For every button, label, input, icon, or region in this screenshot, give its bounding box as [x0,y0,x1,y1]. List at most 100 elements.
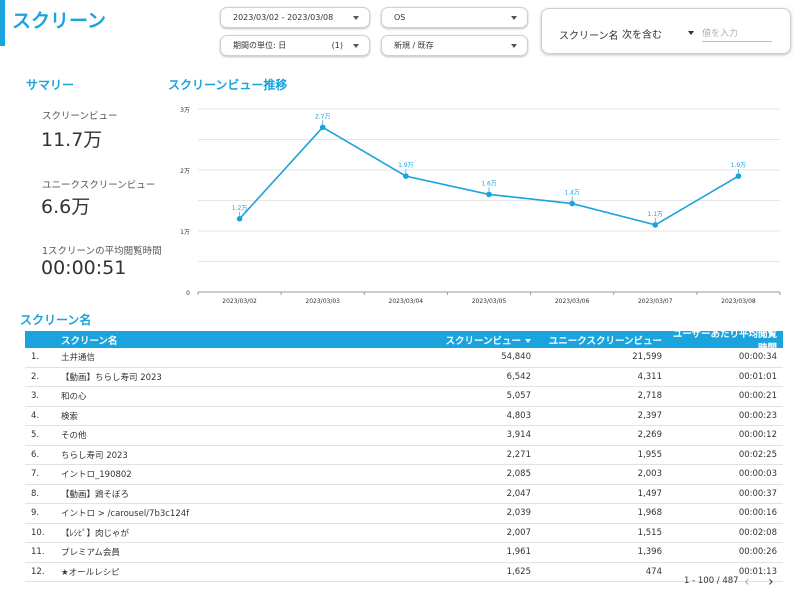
row-screen-views: 54,840 [501,352,531,363]
table-row[interactable]: 3. 和の心 5,057 2,718 00:00:21 [25,387,783,407]
row-avg-time: 00:00:26 [738,547,777,558]
data-label: 1.9万 [731,162,747,169]
data-point [735,173,742,179]
table-row[interactable]: 7. イントロ_190802 2,085 2,003 00:00:03 [25,465,783,485]
row-index: 9. [31,508,40,519]
x-tick-label: 2023/03/04 [389,298,424,305]
x-tick-label: 2023/03/03 [305,298,340,305]
data-label: 1.6万 [481,180,497,187]
x-tick-label: 2023/03/08 [721,298,756,305]
column-header-screen-name[interactable]: スクリーン名 [61,335,118,347]
table-row[interactable]: 1. 土井通信 54,840 21,599 00:00:34 [25,348,783,368]
period-unit-value: 期間の単位: 日 [233,41,287,50]
filter-value-input[interactable]: 値を入力 [702,24,772,42]
data-point [403,173,409,179]
table-row[interactable]: 6. ちらし寿司 2023 2,271 1,955 00:02:25 [25,446,783,465]
pagination-range: 1 - 100 / 487 [684,576,739,586]
row-screen-name: プレミアム会員 [61,548,120,559]
screen-name-table: スクリーン名 スクリーンビュー ユニークスクリーンビュー ユーザーあたり平均閲覧… [25,329,783,590]
previous-page-button[interactable]: ‹ [744,574,750,590]
row-unique-views: 2,397 [637,410,662,421]
chevron-down-icon [353,43,359,48]
row-screen-name: 土井通信 [61,353,96,364]
row-index: 8. [31,488,40,499]
data-point [319,124,326,131]
table-row[interactable]: 10. 【ﾚｼﾋﾟ】肉じゃが 2,007 1,515 00:02:08 [25,524,783,543]
chevron-down-icon [511,15,517,20]
x-tick-label: 2023/03/07 [638,298,673,305]
y-tick-label: 3万 [180,107,190,114]
table-row[interactable]: 9. イントロ > /carousel/7b3c124f 2,039 1,968 00:… [25,504,783,524]
y-tick-label: 2万 [180,168,190,175]
user-type-value: 新規 / 既存 [394,41,434,50]
column-header-unique-views[interactable]: ユニークスクリーンビュー [548,335,662,347]
kpi-label-avg-time: 1スクリーンの平均閲覧時間 [42,246,162,257]
period-unit-dropdown[interactable]: 期間の単位: 日 (1) [220,35,370,56]
row-index: 12. [31,566,45,577]
row-screen-name: イントロ > /carousel/7b3c124f [61,509,190,520]
row-index: 6. [31,449,40,460]
table-row[interactable]: 11. プレミアム会員 1,961 1,396 00:00:26 [25,543,783,563]
row-screen-name: 【動画】鶏そぼろ [61,489,130,500]
data-point [486,191,492,198]
row-screen-views: 3,914 [506,430,531,441]
row-avg-time: 00:00:16 [738,508,777,519]
os-dropdown-value: OS [394,13,406,22]
data-point [236,216,243,222]
row-screen-name: その他 [61,431,87,442]
row-unique-views: 2,718 [637,391,662,402]
summary-title: サマリー [26,78,75,92]
table-row[interactable]: 8. 【動画】鶏そぼろ 2,047 1,497 00:00:37 [25,485,783,504]
row-unique-views: 1,515 [637,527,662,538]
row-screen-views: 4,803 [506,410,531,421]
column-header-screen-views[interactable]: スクリーンビュー [418,333,539,347]
row-screen-name: イントロ_190802 [61,470,132,481]
kpi-label-views: スクリーンビュー [42,111,118,122]
x-tick-label: 2023/03/05 [472,298,507,305]
table-row[interactable]: 4. 検索 4,803 2,397 00:00:23 [25,407,783,426]
row-screen-name: 【動画】ちらし寿司 2023 [61,372,162,383]
filter-label: スクリーン名 [559,31,619,42]
row-avg-time: 00:01:13 [738,566,777,577]
table-row[interactable]: 5. その他 3,914 2,269 00:00:12 [25,426,783,446]
row-screen-name: 検索 [61,411,79,422]
row-index: 3. [31,391,40,402]
row-avg-time: 00:00:37 [738,488,777,499]
page-title: スクリーン [12,10,107,32]
row-screen-views: 2,007 [506,527,531,538]
row-screen-name: 和の心 [61,392,87,403]
row-screen-name: 【ﾚｼﾋﾟ】肉じゃが [61,528,130,539]
row-screen-views: 2,047 [506,488,531,499]
row-unique-views: 1,396 [637,547,662,558]
date-range-value: 2023/03/02 - 2023/03/08 [233,13,334,22]
y-tick-label: 1万 [180,229,190,236]
screen-views-line-chart: 0 1万 2万 3万 2023/03/02 2023/03/03 2023/03/04 202… [180,107,781,305]
data-label: 1.2万 [232,205,248,212]
row-index: 7. [31,469,40,480]
table-row[interactable]: 12. ★オールレシピ 1,625 474 00:01:13 [25,563,783,582]
sort-desc-icon [525,339,531,343]
row-unique-views: 474 [645,566,662,577]
table-body: 1. 土井通信 54,840 21,599 00:00:34 2. 【動画】ちらし寿司 20… [25,348,783,590]
row-screen-views: 2,271 [506,449,531,460]
row-unique-views: 2,269 [637,430,662,441]
row-unique-views: 1,955 [637,449,662,460]
os-dropdown[interactable]: OS [381,7,528,28]
date-range-picker[interactable]: 2023/03/02 - 2023/03/08 [220,7,370,28]
x-tick-label: 2023/03/06 [555,298,590,305]
data-point [569,200,575,207]
data-label: 2.7万 [315,113,331,120]
data-label: 1.9万 [398,162,414,169]
row-index: 2. [31,371,40,382]
next-page-button[interactable]: › [768,574,774,590]
series-line [238,126,739,226]
row-index: 10. [31,527,45,538]
user-type-dropdown[interactable]: 新規 / 既存 [381,35,528,56]
title-accent-bar [0,0,5,46]
column-header-avg-time[interactable]: ユーザーあたり平均閲覧時間 [672,328,777,354]
filter-operator-select[interactable]: 次を含む [622,25,694,41]
row-unique-views: 1,968 [637,508,662,519]
row-screen-views: 2,085 [506,469,531,480]
chevron-down-icon [353,15,359,20]
table-row[interactable]: 2. 【動画】ちらし寿司 2023 6,542 4,311 00:01:01 [25,368,783,387]
